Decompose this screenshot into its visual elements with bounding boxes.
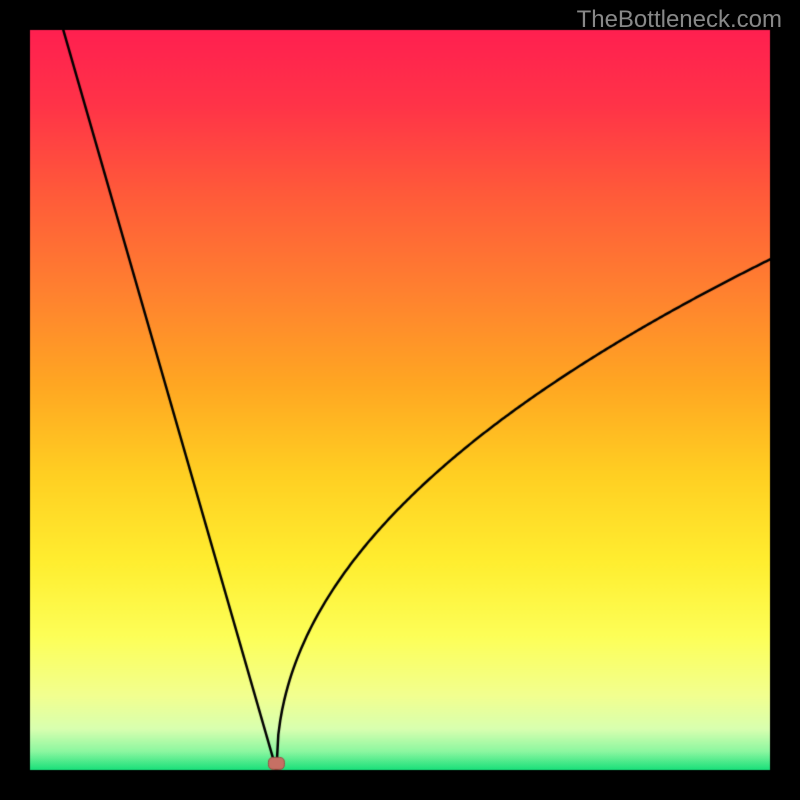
chart-stage: TheBottleneck.com xyxy=(0,0,800,800)
bottleneck-chart-canvas xyxy=(0,0,800,800)
